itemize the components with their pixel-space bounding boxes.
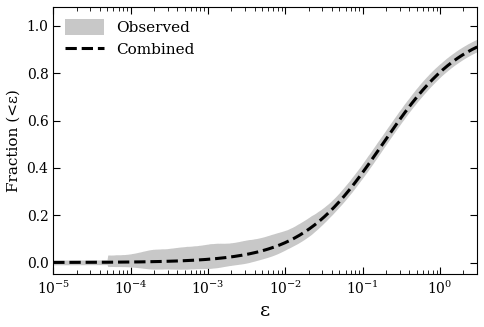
Y-axis label: Fraction (<ε): Fraction (<ε)	[7, 89, 21, 192]
Combined	[300, 231, 306, 235]
Combined	[242, 253, 248, 257]
Combined	[159, 260, 165, 264]
Combined	[50, 261, 56, 265]
Line: Combined: Combined	[53, 47, 477, 263]
Combined	[474, 45, 480, 49]
Combined	[125, 260, 131, 264]
Combined	[370, 157, 376, 161]
Combined	[333, 203, 339, 207]
X-axis label: ε: ε	[260, 302, 270, 320]
Legend: Observed, Combined: Observed, Combined	[61, 15, 199, 62]
